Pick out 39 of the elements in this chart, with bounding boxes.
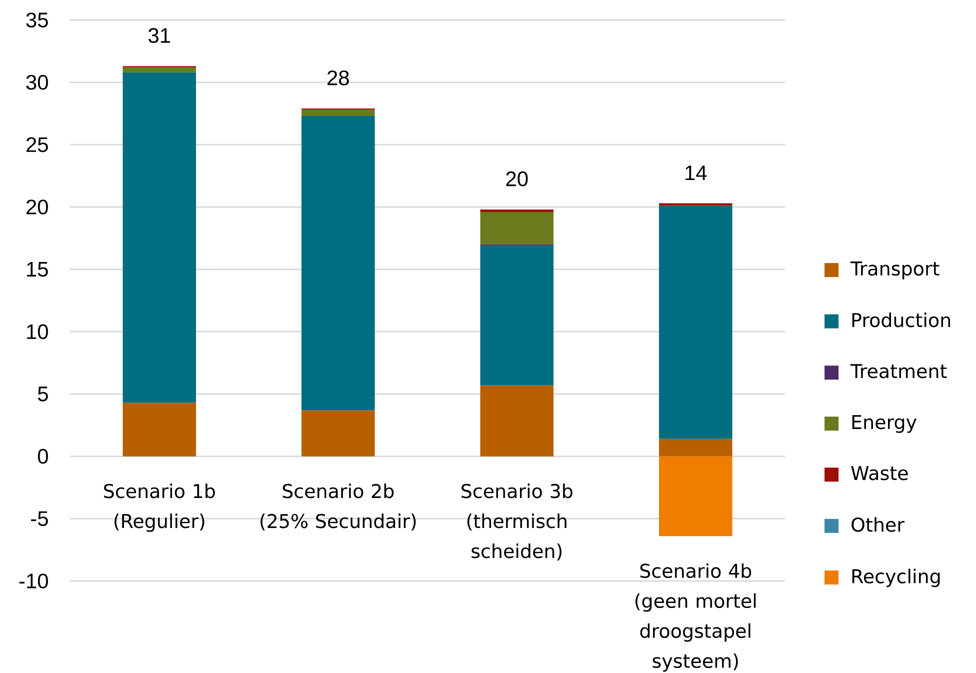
total-label: 28 (328, 70, 349, 86)
bar (122, 67, 196, 72)
x-tick-label: Scenario 1b (Regulier) (104, 484, 215, 532)
y-tick-label: 15 (27, 262, 48, 277)
bar (480, 246, 554, 386)
legend-label: Production (852, 312, 950, 328)
y-tick-label: 20 (26, 200, 48, 214)
bar (480, 212, 554, 244)
bar (301, 116, 375, 410)
total-label: 20 (506, 171, 528, 186)
y-tick-label: 30 (26, 74, 48, 90)
bar (301, 410, 375, 456)
bar (658, 203, 732, 206)
bar (480, 209, 554, 212)
legend-label: Transport (850, 262, 940, 280)
total-label: 14 (686, 166, 707, 180)
bar (122, 402, 196, 456)
x-tick-label: Scenario 3b (thermisch scheiden) (462, 484, 572, 560)
legend-label: Energy (852, 415, 916, 433)
y-tick-label: 25 (26, 137, 48, 152)
bar (658, 438, 732, 456)
legend-label: Waste (851, 466, 908, 480)
y-tick-label: 10 (27, 324, 48, 340)
bar (301, 110, 375, 116)
bar (658, 206, 732, 439)
y-tick-label: 5 (38, 386, 48, 402)
y-tick-label: 0 (38, 448, 48, 464)
x-tick-label: Scenario 4b (geen mortel droogstapel systeem) (635, 563, 756, 672)
bar (480, 385, 554, 456)
legend-label: Other (852, 517, 904, 532)
y-tick-label: -10 (19, 574, 48, 588)
bar (658, 456, 732, 536)
bar (122, 72, 196, 403)
total-label: 31 (148, 28, 170, 43)
legend-label: Treatment (850, 364, 947, 378)
x-tick-label: Scenario 2b (25% Secundair) (260, 484, 416, 530)
legend-label: Recycling (852, 568, 940, 588)
y-tick-label: 35 (26, 12, 48, 28)
y-tick-label: -5 (31, 511, 48, 526)
